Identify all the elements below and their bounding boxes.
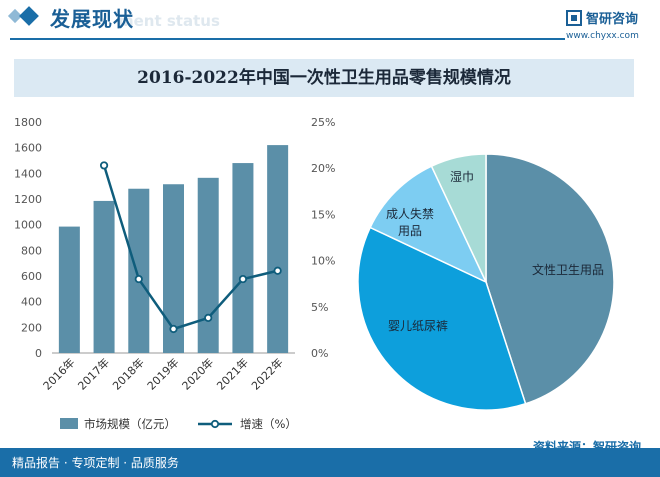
y-tick-label: 800 — [21, 244, 42, 257]
growth-point — [238, 274, 248, 284]
y-tick-label: 0 — [35, 347, 42, 360]
y-tick-label: 400 — [21, 296, 42, 309]
pie-label: 婴儿纸尿裤 — [388, 319, 448, 333]
legend-swatch-point — [210, 419, 220, 429]
pie-slice — [430, 153, 487, 283]
bar-line-chart: 0 200 400 600 800 1000 1200 1400 1600 1800 0% 5% 10%… — [14, 116, 335, 393]
legend-label: 市场规模（亿元） — [84, 417, 176, 431]
chart-legend: 市场规模（亿元） 增速（%） — [60, 417, 297, 431]
x-tick-label: 2019年 — [144, 355, 181, 392]
pie-slice — [369, 165, 488, 284]
x-tick-label: 2016年 — [40, 355, 77, 392]
footer-bar: 精品报告 · 专项定制 · 品质服务 — [0, 448, 660, 477]
legend-label: 增速（%） — [240, 417, 297, 431]
y-tick-label: 1000 — [14, 219, 42, 232]
growth-point — [204, 313, 213, 322]
header-title: 发展现状 — [50, 7, 134, 31]
footer-slogan: 精品报告 · 专项定制 · 品质服务 — [12, 456, 179, 470]
pie-label: 文性卫生用品 — [532, 262, 604, 277]
pie-slice — [485, 153, 615, 405]
x-tick-label: 2020年 — [179, 355, 216, 392]
bar — [267, 145, 289, 353]
x-tick-label: 2022年 — [248, 355, 285, 392]
bar — [128, 188, 150, 353]
section-header: ment status 发展现状 智研咨询 www.chyxx.com — [0, 0, 660, 44]
y2-tick-label: 10% — [311, 255, 335, 268]
brand-url: www.chyxx.com — [566, 31, 639, 41]
y-tick-label: 1200 — [14, 193, 42, 206]
title-band — [14, 59, 634, 97]
y-tick-label: 600 — [21, 270, 42, 283]
growth-point — [169, 324, 178, 334]
growth-point — [99, 161, 109, 170]
pie-slice — [357, 226, 527, 411]
y-tick-label: 1400 — [14, 167, 42, 180]
y2-tick-label: 0% — [311, 347, 328, 360]
y2-tick-label: 5% — [311, 301, 328, 314]
pie-label: 成人失禁用品 — [386, 206, 434, 238]
y-tick-label: 1600 — [14, 142, 42, 155]
bar — [232, 163, 254, 353]
bar — [93, 200, 115, 353]
bar — [163, 184, 184, 353]
y2-tick-label: 20% — [311, 162, 335, 175]
growth-point — [134, 274, 143, 284]
bar — [58, 226, 80, 353]
chart-title: 2016-2022年中国一次性卫生用品零售规模情况 — [137, 68, 511, 88]
pie-label: 湿巾 — [450, 169, 474, 184]
y2-tick-label: 15% — [311, 208, 335, 221]
x-tick-label: 2017年 — [75, 355, 112, 392]
growth-point — [273, 266, 282, 275]
header-divider — [10, 38, 565, 40]
y-tick-label: 200 — [21, 321, 42, 334]
legend-swatch-bar — [60, 418, 78, 429]
x-tick-label: 2018年 — [109, 355, 146, 392]
bar — [197, 177, 219, 353]
brand-logo-icon — [566, 10, 582, 26]
brand-name: 智研咨询 — [586, 12, 639, 27]
y2-tick-label: 25% — [311, 116, 335, 129]
growth-line — [102, 165, 278, 331]
x-tick-label: 2021年 — [214, 355, 251, 392]
header-subtitle: ment status — [118, 12, 220, 30]
y-tick-label: 1800 — [14, 116, 42, 129]
